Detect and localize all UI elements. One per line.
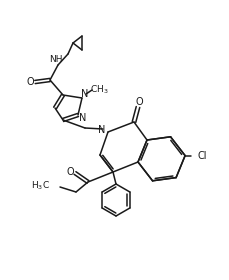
Text: NH: NH [49,55,63,64]
Text: N: N [81,89,88,99]
Text: O: O [26,77,34,87]
Text: O: O [66,167,74,177]
Text: Cl: Cl [196,151,206,161]
Text: O: O [135,97,142,107]
Text: CH$_3$: CH$_3$ [89,84,108,96]
Text: H$_3$C: H$_3$C [31,180,50,192]
Text: N: N [79,113,86,123]
Text: N: N [98,125,105,135]
